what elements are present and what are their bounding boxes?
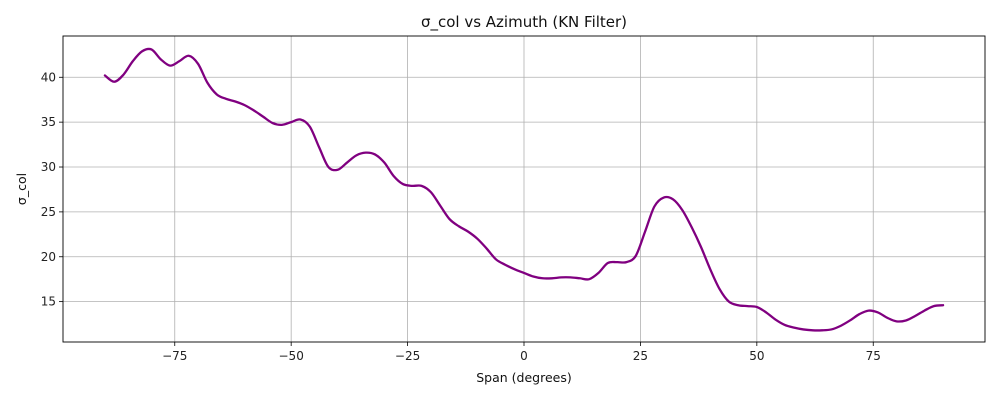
y-tick-label: 30 [41,160,56,174]
x-tick-label: 0 [520,349,528,363]
x-tick-label: −50 [279,349,304,363]
y-tick-label: 25 [41,205,56,219]
y-axis-label: σ_col [14,173,29,205]
y-tick-label: 15 [41,295,56,309]
x-tick-label: 75 [866,349,881,363]
x-axis-label: Span (degrees) [476,370,572,385]
y-tick-label: 20 [41,250,56,264]
y-axis-ticks: 15 20 25 30 35 40 [41,70,63,309]
y-tick-label: 35 [41,115,56,129]
plot-area [103,47,945,332]
x-tick-label: 25 [633,349,648,363]
chart-title: σ_col vs Azimuth (KN Filter) [421,13,627,32]
x-tick-label: 50 [749,349,764,363]
x-tick-label: −25 [395,349,420,363]
series-line [103,47,945,332]
y-tick-label: 40 [41,70,56,84]
grid-lines [63,36,985,342]
x-tick-label: −75 [162,349,187,363]
x-axis-ticks: −75 −50 −25 0 25 50 75 [162,342,881,363]
